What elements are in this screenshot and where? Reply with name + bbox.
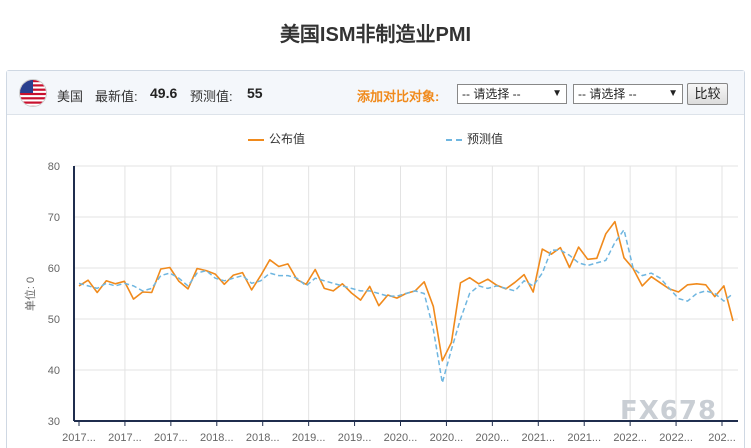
compare-select-2-value: -- 请选择 -- bbox=[578, 87, 637, 101]
x-tick-label: 2022... bbox=[659, 432, 693, 444]
legend-swatch-forecast bbox=[446, 138, 462, 141]
legend-item-actual[interactable]: 公布值 bbox=[248, 130, 305, 147]
y-tick-label: 60 bbox=[48, 263, 60, 275]
x-tick-label: 2020... bbox=[384, 432, 418, 444]
watermark: FX678 bbox=[620, 396, 718, 426]
compare-button[interactable]: 比较 bbox=[687, 83, 728, 105]
x-tick-label: 2018... bbox=[200, 432, 234, 444]
x-tick-label: 2018... bbox=[246, 432, 280, 444]
y-tick-label: 70 bbox=[48, 212, 60, 224]
compare-select-1-value: -- 请选择 -- bbox=[462, 87, 521, 101]
page-title: 美国ISM非制造业PMI bbox=[279, 24, 472, 46]
chart-panel: 美国 最新值: 49.6 预测值: 55 添加对比对象: -- 请选择 -- ▼… bbox=[6, 70, 745, 448]
legend-item-forecast[interactable]: 预测值 bbox=[446, 130, 503, 147]
toolbar: 美国 最新值: 49.6 预测值: 55 添加对比对象: -- 请选择 -- ▼… bbox=[7, 71, 744, 115]
legend-label-actual: 公布值 bbox=[269, 132, 306, 146]
x-tick-label: 202... bbox=[708, 432, 736, 444]
y-axis-label: 单位: 0 bbox=[23, 277, 37, 311]
legend-label-forecast: 预测值 bbox=[467, 132, 504, 146]
compare-select-1[interactable]: -- 请选择 -- ▼ bbox=[457, 84, 567, 104]
forecast-value: 55 bbox=[247, 85, 263, 101]
x-tick-label: 2020... bbox=[430, 432, 464, 444]
legend-swatch-actual bbox=[248, 138, 264, 141]
series-line-actual bbox=[78, 220, 734, 362]
latest-value-label: 最新值: bbox=[95, 89, 138, 104]
x-tick-label: 2019... bbox=[338, 432, 372, 444]
country-label: 美国 bbox=[57, 89, 84, 104]
x-tick-label: 2020... bbox=[476, 432, 510, 444]
grid-lines bbox=[74, 165, 738, 421]
y-tick-label: 80 bbox=[48, 161, 60, 173]
chevron-down-icon: ▼ bbox=[552, 88, 562, 99]
y-tick-label: 40 bbox=[48, 365, 60, 377]
series-lines bbox=[78, 220, 734, 384]
x-tick-label: 2021... bbox=[567, 432, 601, 444]
x-tick-label: 2022... bbox=[613, 432, 647, 444]
latest-value: 49.6 bbox=[150, 85, 178, 101]
forecast-value-label: 预测值: bbox=[190, 89, 233, 104]
x-tick-label: 2019... bbox=[292, 432, 326, 444]
x-tick-label: 2021... bbox=[521, 432, 555, 444]
compare-select-2[interactable]: -- 请选择 -- ▼ bbox=[573, 84, 683, 104]
chevron-down-icon: ▼ bbox=[668, 88, 678, 99]
x-tick-label: 2017... bbox=[62, 432, 96, 444]
series-line-forecast bbox=[78, 229, 734, 384]
y-tick-label: 50 bbox=[48, 314, 60, 326]
x-tick-label: 2017... bbox=[154, 432, 188, 444]
x-tick-label: 2017... bbox=[108, 432, 142, 444]
y-tick-label: 30 bbox=[48, 416, 60, 428]
x-tick-labels: 2017... 2017... 2017... 2018... 2018... 2019.… bbox=[62, 421, 736, 444]
compare-label: 添加对比对象: bbox=[357, 89, 440, 104]
y-tick-labels: 30 40 50 60 70 80 bbox=[48, 161, 60, 428]
us-flag-icon bbox=[19, 79, 47, 107]
